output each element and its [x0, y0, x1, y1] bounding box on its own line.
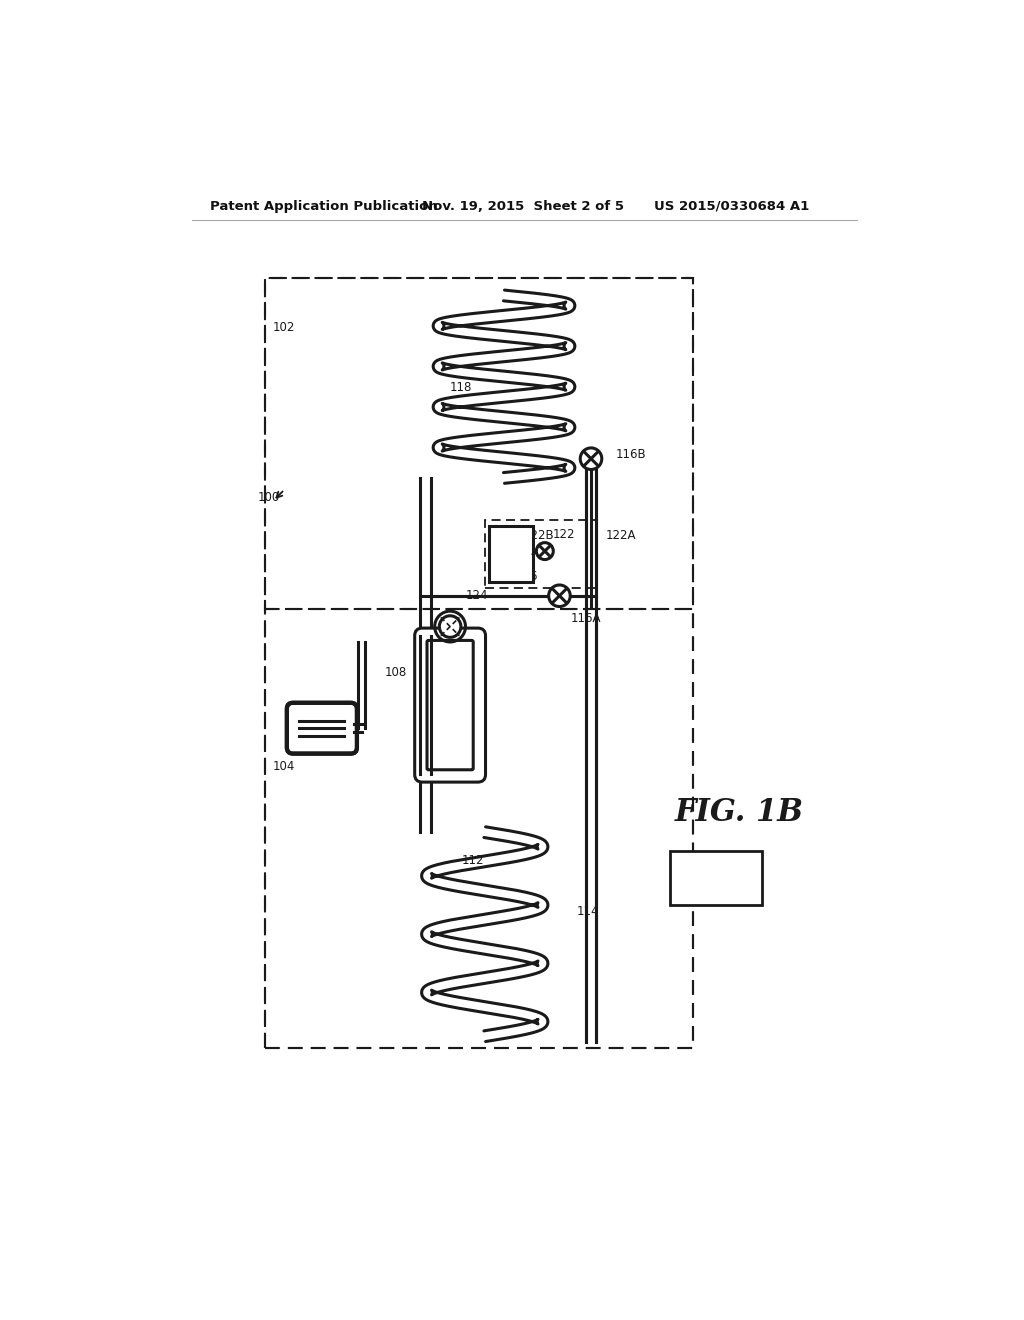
- Text: US 2015/0330684 A1: US 2015/0330684 A1: [654, 199, 809, 213]
- Text: 120: 120: [466, 739, 487, 751]
- Text: 118: 118: [451, 381, 472, 395]
- FancyBboxPatch shape: [427, 640, 473, 770]
- Bar: [488, 527, 534, 582]
- Text: 110: 110: [422, 642, 444, 655]
- Text: 104: 104: [273, 760, 295, 774]
- Text: 112: 112: [462, 854, 484, 867]
- Circle shape: [439, 616, 461, 638]
- Text: 105: 105: [695, 869, 736, 888]
- Text: 114: 114: [578, 906, 600, 917]
- Text: 100: 100: [258, 491, 280, 504]
- Bar: [484, 520, 596, 589]
- Circle shape: [581, 447, 602, 470]
- Text: 124: 124: [466, 589, 488, 602]
- Text: 122: 122: [553, 528, 575, 541]
- Text: Patent Application Publication: Patent Application Publication: [210, 199, 437, 213]
- Text: 126: 126: [515, 570, 538, 583]
- FancyBboxPatch shape: [415, 628, 485, 781]
- Text: 102: 102: [273, 321, 295, 334]
- FancyBboxPatch shape: [287, 702, 357, 754]
- Bar: [670, 851, 762, 906]
- Circle shape: [549, 585, 570, 607]
- Bar: [265, 609, 692, 1048]
- Text: FIG. 1B: FIG. 1B: [675, 797, 804, 829]
- Bar: [265, 277, 692, 1048]
- Text: 122B: 122B: [523, 529, 554, 543]
- Text: Nov. 19, 2015  Sheet 2 of 5: Nov. 19, 2015 Sheet 2 of 5: [422, 199, 624, 213]
- Text: 116A: 116A: [571, 612, 601, 626]
- Text: 116B: 116B: [615, 447, 646, 461]
- Circle shape: [537, 543, 553, 560]
- Text: 122A: 122A: [605, 529, 636, 543]
- Bar: [265, 277, 692, 609]
- Text: 108: 108: [385, 667, 407, 680]
- Text: 106: 106: [285, 743, 307, 756]
